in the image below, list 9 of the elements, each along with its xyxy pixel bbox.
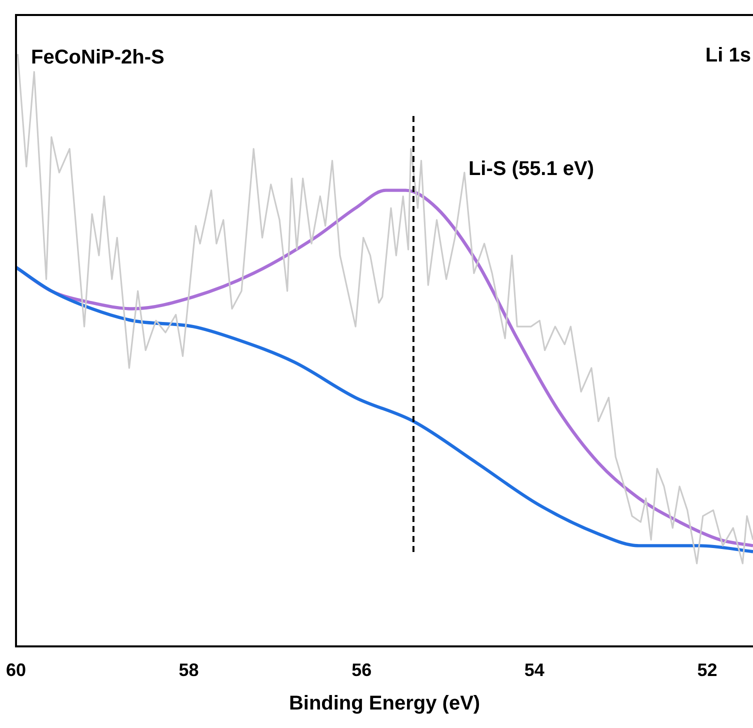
x-tick-label: 60 [6,660,26,680]
annotation: FeCoNiP-2h-S [31,46,164,69]
x-tick-label: 54 [524,660,544,680]
annotation: Li 1s [705,44,751,67]
x-tick-label: 52 [697,660,718,680]
ref-line-label: Li-S (55.1 eV) [468,158,594,180]
x-tick-label: 58 [178,660,199,680]
x-tick-label: 56 [352,660,372,680]
x-axis-title: Binding Energy (eV) [288,692,480,715]
